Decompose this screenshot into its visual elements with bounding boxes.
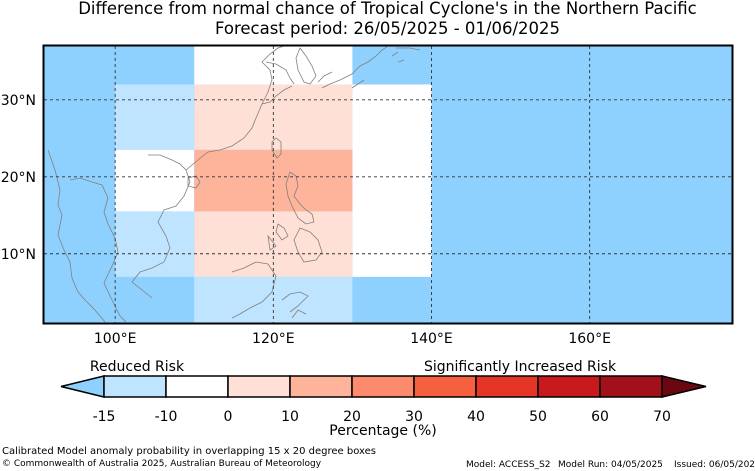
latitude-tick-label: 10°N (1, 247, 36, 263)
colorbar-xlabel: Percentage (%) (329, 423, 436, 439)
colorbar-tick-label: -15 (93, 409, 116, 425)
japan-islands (317, 45, 421, 89)
latitude-tick-label: 20°N (1, 170, 36, 186)
anomaly-grid (44, 46, 732, 323)
model-run: Model Run: 04/05/2025 (558, 460, 663, 470)
hainan-island (187, 175, 201, 189)
longitude-tick-label: 100°E (94, 331, 137, 347)
longitude-tick-label: 140°E (410, 331, 453, 347)
map-frame (42, 44, 734, 325)
colorbar-swatch (599, 375, 663, 398)
colorbar-tick-label: 50 (529, 409, 547, 425)
colorbar-swatch (413, 375, 477, 398)
issued-date: Issued: 06/05/2025 (674, 460, 755, 470)
longitude-tick-label: 120°E (252, 331, 295, 347)
colorbar-tick-label: 30 (405, 409, 423, 425)
colorbar-over-arrow (661, 375, 707, 398)
colorbar-tick-label: 0 (224, 409, 233, 425)
taiwan-island (271, 137, 282, 159)
colorbar-tick-label: 20 (343, 409, 361, 425)
coastline (47, 45, 421, 323)
latitude-tick-label: 30°N (1, 93, 36, 109)
colorbar-tick-label: -10 (155, 409, 178, 425)
graticule (44, 46, 732, 323)
philippines-islands (267, 171, 323, 263)
longitude-tick-label: 160°E (568, 331, 611, 347)
colorbar-swatch (475, 375, 539, 398)
asia-mainland-coast (47, 45, 295, 323)
colorbar-swatch (165, 375, 229, 398)
method-note: Calibrated Model anomaly probability in … (2, 446, 377, 457)
colorbar-swatch (537, 375, 601, 398)
colorbar-tick-label: 70 (653, 409, 671, 425)
map-title: Difference from normal chance of Tropica… (78, 0, 697, 18)
colorbar-swatch (289, 375, 353, 398)
colorbar-swatch (227, 375, 291, 398)
anomaly-cell (115, 149, 195, 212)
anomaly-cell (115, 211, 195, 277)
colorbar-swatch (351, 375, 415, 398)
anomaly-cell (115, 84, 195, 150)
colorbar-tick-label: 40 (467, 409, 485, 425)
reduced-risk-label: Reduced Risk (90, 359, 185, 375)
colorbar-tick-label: 60 (591, 409, 609, 425)
colorbar: -15 -10 0 10 20 30 40 50 60 70 (60, 375, 707, 425)
longitude-labels: 100°E 120°E 140°E 160°E (94, 331, 611, 347)
latitude-labels: 30°N 20°N 10°N (1, 93, 36, 263)
borneo-sulawesi-coast (231, 261, 309, 319)
colorbar-swatch (103, 375, 167, 398)
increased-risk-label: Significantly Increased Risk (424, 359, 617, 375)
korea-coast (295, 47, 317, 85)
model-name: Model: ACCESS_S2 (466, 460, 551, 470)
copyright: © Commonwealth of Australia 2025, Austra… (2, 459, 322, 469)
anomaly-cell (352, 84, 432, 277)
colorbar-under-arrow (60, 375, 105, 398)
forecast-period: Forecast period: 26/05/2025 - 01/06/2025 (214, 19, 561, 38)
colorbar-tick-label: 10 (281, 409, 299, 425)
